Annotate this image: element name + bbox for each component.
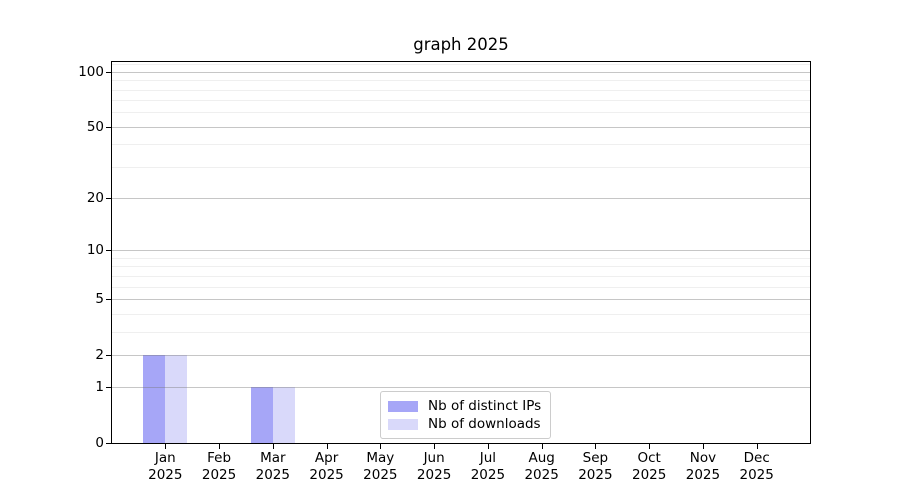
x-tick-label: Dec 2025: [725, 450, 789, 483]
x-tick-mark: [380, 444, 382, 449]
minor-gridline: [112, 144, 810, 146]
x-tick-label: Apr 2025: [295, 450, 359, 483]
minor-gridline: [112, 275, 810, 277]
x-tick-mark: [272, 444, 274, 449]
legend-label: Nb of downloads: [428, 416, 541, 432]
minor-gridline: [112, 64, 810, 66]
x-tick-mark: [649, 444, 651, 449]
x-tick-label: Nov 2025: [671, 450, 735, 483]
major-gridline: [112, 298, 810, 300]
bar-jan-series0: [143, 354, 166, 443]
bar-mar-series1: [272, 387, 295, 443]
month-label: Aug: [528, 450, 555, 466]
year-label: 2025: [524, 466, 559, 483]
year-label: 2025: [470, 466, 506, 483]
x-tick-label: Oct 2025: [617, 450, 681, 483]
minor-gridline: [112, 266, 810, 268]
x-tick-mark: [326, 444, 328, 449]
month-label: Oct: [637, 450, 661, 466]
major-gridline: [112, 354, 810, 356]
legend-label: Nb of distinct IPs: [428, 398, 542, 414]
x-tick-label: Sep 2025: [563, 450, 627, 483]
month-label: Mar: [260, 450, 286, 466]
legend-item: Nb of downloads: [388, 415, 541, 433]
y-tick-label: 50: [86, 118, 104, 135]
x-tick-mark: [541, 444, 543, 449]
y-tick-mark: [106, 250, 111, 252]
y-tick-mark: [106, 126, 111, 128]
x-tick-label: Jun 2025: [402, 450, 466, 483]
y-tick-mark: [106, 298, 111, 300]
major-gridline: [112, 71, 810, 73]
month-label: Jan: [154, 450, 176, 466]
major-gridline: [112, 126, 810, 128]
month-label: May: [366, 450, 395, 466]
x-tick-mark: [595, 444, 597, 449]
year-label: 2025: [578, 466, 613, 483]
y-tick-label: 1: [95, 379, 104, 396]
x-tick-mark: [165, 444, 167, 449]
x-tick-label: Mar 2025: [241, 450, 305, 483]
x-tick-mark: [487, 444, 489, 449]
year-label: 2025: [148, 466, 183, 483]
minor-gridline: [112, 166, 810, 168]
minor-gridline: [112, 286, 810, 288]
x-tick-mark: [219, 444, 221, 449]
month-label: Dec: [743, 450, 770, 466]
bar-mar-series0: [250, 387, 273, 443]
major-gridline: [112, 198, 810, 200]
y-tick-mark: [106, 387, 111, 389]
minor-gridline: [112, 100, 810, 102]
legend-swatch: [388, 418, 418, 430]
year-label: 2025: [363, 466, 398, 483]
major-gridline: [112, 250, 810, 252]
y-tick-mark: [106, 198, 111, 200]
minor-gridline: [112, 313, 810, 315]
x-tick-label: May 2025: [348, 450, 412, 483]
year-label: 2025: [309, 466, 344, 483]
x-tick-mark: [756, 444, 758, 449]
year-label: 2025: [739, 466, 774, 483]
legend-swatch: [388, 400, 418, 412]
year-label: 2025: [255, 466, 290, 483]
minor-gridline: [112, 89, 810, 91]
minor-gridline: [112, 112, 810, 114]
legend: Nb of distinct IPs Nb of downloads: [380, 391, 552, 439]
x-tick-label: Jan 2025: [133, 450, 197, 483]
x-tick-mark: [702, 444, 704, 449]
month-label: Jul: [479, 450, 497, 466]
x-tick-label: Aug 2025: [510, 450, 574, 483]
y-tick-mark: [106, 71, 111, 73]
y-tick-label: 100: [78, 63, 104, 80]
month-label: Apr: [314, 450, 339, 466]
y-tick-mark: [106, 354, 111, 356]
y-tick-mark: [106, 443, 111, 444]
month-label: Nov: [689, 450, 717, 466]
minor-gridline: [112, 331, 810, 333]
year-label: 2025: [416, 466, 452, 483]
plot-area: Nb of distinct IPs Nb of downloads: [111, 61, 811, 444]
month-label: Sep: [582, 450, 609, 466]
y-tick-label: 10: [86, 242, 104, 259]
y-tick-label: 0: [95, 435, 104, 451]
minor-gridline: [112, 80, 810, 82]
major-gridline: [112, 387, 810, 389]
x-tick-label: Jul 2025: [456, 450, 520, 483]
minor-gridline: [112, 257, 810, 259]
x-tick-mark: [434, 444, 436, 449]
bar-jan-series1: [165, 354, 188, 443]
y-tick-label: 20: [86, 190, 104, 207]
x-tick-label: Feb 2025: [187, 450, 251, 483]
chart-title: graph 2025: [413, 35, 509, 54]
y-tick-label: 2: [95, 346, 104, 363]
month-label: Feb: [207, 450, 232, 466]
year-label: 2025: [685, 466, 721, 483]
year-label: 2025: [631, 466, 667, 483]
month-label: Jun: [423, 450, 445, 466]
y-tick-label: 5: [95, 290, 104, 307]
legend-item: Nb of distinct IPs: [388, 397, 541, 415]
year-label: 2025: [201, 466, 237, 483]
